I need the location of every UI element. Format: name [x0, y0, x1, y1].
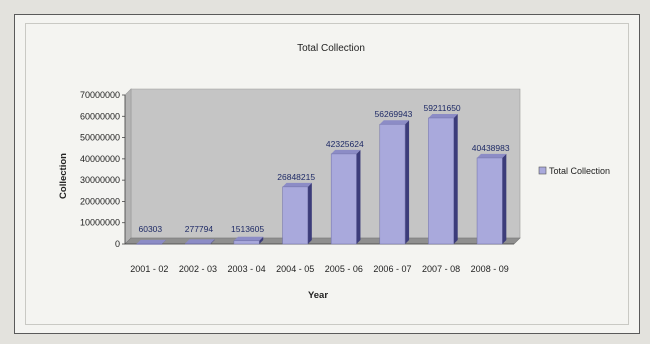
y-tick-label: 0	[115, 239, 120, 249]
plot-back-wall	[130, 88, 521, 239]
bar-top	[477, 153, 507, 158]
bar	[282, 186, 309, 245]
y-tick-label: 70000000	[80, 90, 120, 100]
bar-side	[356, 149, 361, 244]
data-label: 26848215	[277, 172, 315, 182]
bar-top	[379, 120, 410, 125]
bar-top	[185, 239, 215, 244]
bar-side	[210, 239, 215, 244]
bar-top	[428, 113, 458, 118]
bar	[136, 243, 163, 245]
y-tick-label: 50000000	[80, 133, 120, 143]
bar	[428, 117, 454, 245]
y-tick-label: 60000000	[80, 111, 120, 121]
plot-layer: 0 10000000 20000000 30000000 40000000 5000000…	[80, 88, 521, 274]
y-tick-label: 10000000	[80, 218, 120, 228]
bar	[233, 240, 260, 245]
legend: Total Collection	[538, 166, 610, 176]
bar-side	[453, 113, 458, 244]
bar-side	[259, 236, 264, 244]
bar-side	[307, 182, 312, 244]
bar	[379, 123, 406, 245]
plot-floor	[124, 237, 521, 245]
plot-side-wall	[124, 88, 132, 245]
data-label: 42325624	[326, 139, 364, 149]
data-label: 60303	[138, 224, 162, 234]
x-tick-label: 2005 - 06	[325, 264, 363, 274]
x-tick-label: 2004 - 05	[276, 264, 314, 274]
legend-label: Total Collection	[549, 166, 610, 176]
data-label: 277794	[185, 224, 214, 234]
y-tick-label: 30000000	[80, 175, 120, 185]
y-tick-label: 40000000	[80, 154, 120, 164]
bar-top	[282, 182, 312, 187]
data-label: 40438983	[472, 143, 510, 153]
chart-title: Total Collection	[297, 43, 365, 54]
chart-frame	[25, 23, 629, 325]
bar	[185, 243, 211, 245]
bar-top	[233, 236, 264, 241]
data-label: 56269943	[375, 109, 413, 119]
bar-top	[331, 149, 361, 154]
bar	[330, 153, 357, 245]
x-tick-label: 2001 - 02	[130, 264, 168, 274]
x-tick-label: 2003 - 04	[228, 264, 266, 274]
bar-side	[502, 153, 507, 244]
bar	[476, 157, 503, 245]
bar-side	[161, 239, 166, 244]
x-axis-title: Year	[308, 290, 328, 301]
x-tick-label: 2006 - 07	[373, 264, 411, 274]
x-tick-label: 2008 - 09	[471, 264, 509, 274]
data-label: 1513605	[231, 224, 264, 234]
x-tick-label: 2002 - 03	[179, 264, 217, 274]
y-axis-title: Collection	[58, 153, 69, 199]
x-tick-label: 2007 - 08	[422, 264, 460, 274]
legend-swatch	[538, 166, 547, 175]
y-tick-label: 20000000	[80, 196, 120, 206]
bar-top	[136, 239, 166, 244]
data-label: 59211650	[423, 103, 460, 113]
bar-side	[405, 120, 410, 244]
